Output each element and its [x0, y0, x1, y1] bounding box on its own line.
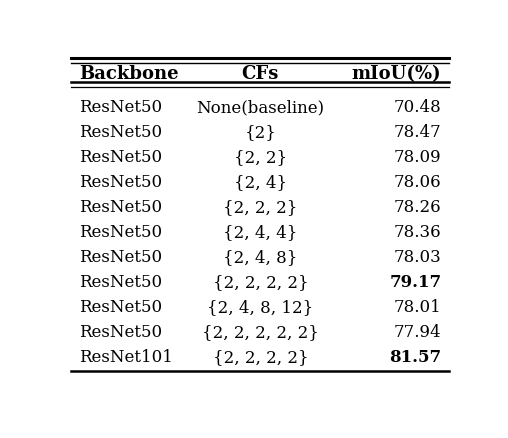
Text: ResNet50: ResNet50 [79, 224, 163, 241]
Text: {2, 2, 2}: {2, 2, 2} [223, 199, 298, 216]
Text: {2, 2}: {2, 2} [234, 149, 287, 166]
Text: {2, 2, 2, 2}: {2, 2, 2, 2} [212, 274, 308, 291]
Text: 81.57: 81.57 [389, 349, 441, 366]
Text: ResNet50: ResNet50 [79, 274, 163, 291]
Text: ResNet50: ResNet50 [79, 299, 163, 316]
Text: 78.47: 78.47 [394, 124, 441, 141]
Text: ResNet50: ResNet50 [79, 149, 163, 166]
Text: Backbone: Backbone [79, 66, 179, 84]
Text: 79.17: 79.17 [389, 274, 441, 291]
Text: {2, 2, 2, 2, 2}: {2, 2, 2, 2, 2} [202, 324, 319, 341]
Text: {2, 4, 8, 12}: {2, 4, 8, 12} [207, 299, 313, 316]
Text: 78.26: 78.26 [394, 199, 441, 216]
Text: ResNet50: ResNet50 [79, 174, 163, 191]
Text: ResNet50: ResNet50 [79, 99, 163, 117]
Text: {2, 4, 4}: {2, 4, 4} [223, 224, 298, 241]
Text: 77.94: 77.94 [394, 324, 441, 341]
Text: ResNet101: ResNet101 [79, 349, 173, 366]
Text: ResNet50: ResNet50 [79, 249, 163, 266]
Text: 78.06: 78.06 [394, 174, 441, 191]
Text: None(baseline): None(baseline) [196, 99, 325, 117]
Text: {2}: {2} [244, 124, 276, 141]
Text: ResNet50: ResNet50 [79, 199, 163, 216]
Text: 70.48: 70.48 [394, 99, 441, 117]
Text: CFs: CFs [242, 66, 279, 84]
Text: ResNet50: ResNet50 [79, 124, 163, 141]
Text: 78.36: 78.36 [394, 224, 441, 241]
Text: ResNet50: ResNet50 [79, 324, 163, 341]
Text: mIoU(%): mIoU(%) [352, 66, 441, 84]
Text: 78.01: 78.01 [394, 299, 441, 316]
Text: 78.09: 78.09 [394, 149, 441, 166]
Text: {2, 2, 2, 2}: {2, 2, 2, 2} [212, 349, 308, 366]
Text: 78.03: 78.03 [394, 249, 441, 266]
Text: {2, 4}: {2, 4} [234, 174, 287, 191]
Text: {2, 4, 8}: {2, 4, 8} [223, 249, 298, 266]
